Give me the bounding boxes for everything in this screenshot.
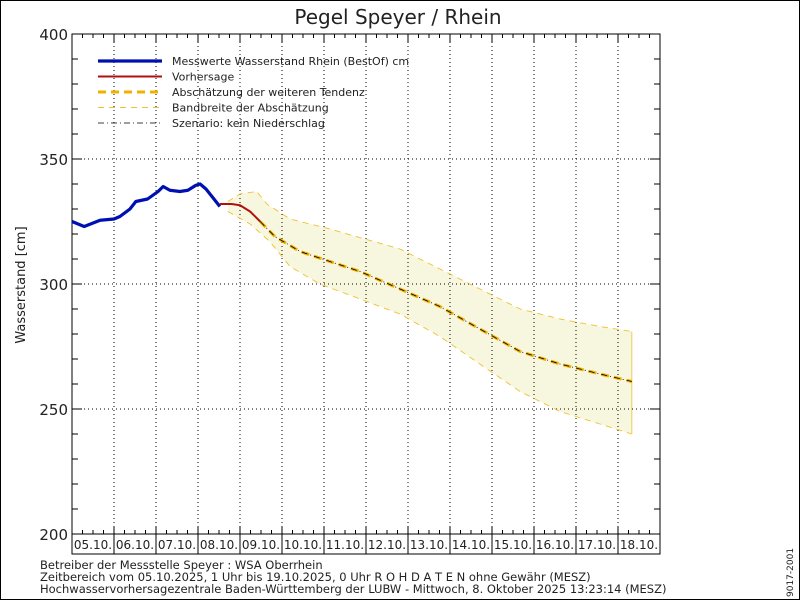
x-tick-label: 11.10.: [326, 538, 364, 552]
y-tick-label: 300: [39, 276, 68, 294]
legend-label: Bandbreite der Abschätzung: [172, 102, 329, 115]
y-axis-label: Wasserstand [cm]: [14, 226, 29, 343]
y-tick-label: 350: [39, 151, 68, 169]
legend-label: Messwerte Wasserstand Rhein (BestOf) cm: [172, 55, 409, 68]
x-tick-label: 12.10.: [368, 538, 406, 552]
footer-source: Hochwasservorhersagezentrale Baden-Württ…: [40, 582, 666, 596]
uncertainty-band-fill: [227, 191, 632, 434]
legend-label: Szenario: kein Niederschlag: [172, 117, 325, 130]
x-tick-label: 08.10.: [200, 538, 238, 552]
series-line-5: [259, 221, 632, 382]
x-tick-label: 14.10.: [452, 538, 490, 552]
x-tick-label: 10.10.: [284, 538, 322, 552]
footer-operator: Betreiber der Messstelle Speyer : WSA Ob…: [40, 558, 323, 572]
series-line-3: [227, 191, 632, 332]
series-line-1: [219, 203, 261, 223]
legend-label: Abschätzung der weiteren Tendenz: [172, 86, 365, 99]
x-tick-label: 17.10.: [578, 538, 616, 552]
x-tick-label: 15.10.: [494, 538, 532, 552]
x-tick-label: 07.10.: [158, 538, 196, 552]
x-tick-label: 06.10.: [116, 538, 154, 552]
footer-code: 9017-2001: [786, 548, 796, 597]
y-tick-label: 400: [39, 26, 68, 44]
legend-label: Vorhersage: [172, 71, 234, 84]
x-tick-label: 18.10.: [620, 538, 658, 552]
x-tick-label: 09.10.: [242, 538, 280, 552]
footer-time-range: Zeitbereich vom 05.10.2025, 1 Uhr bis 19…: [40, 570, 591, 584]
series-line-0: [71, 182, 222, 229]
x-tick-label: 16.10.: [536, 538, 574, 552]
y-tick-label: 200: [39, 526, 68, 544]
x-tick-label: 05.10.: [74, 538, 112, 552]
chart-title: Pegel Speyer / Rhein: [294, 5, 501, 29]
y-tick-label: 250: [39, 401, 68, 419]
x-tick-label: 13.10.: [410, 538, 448, 552]
